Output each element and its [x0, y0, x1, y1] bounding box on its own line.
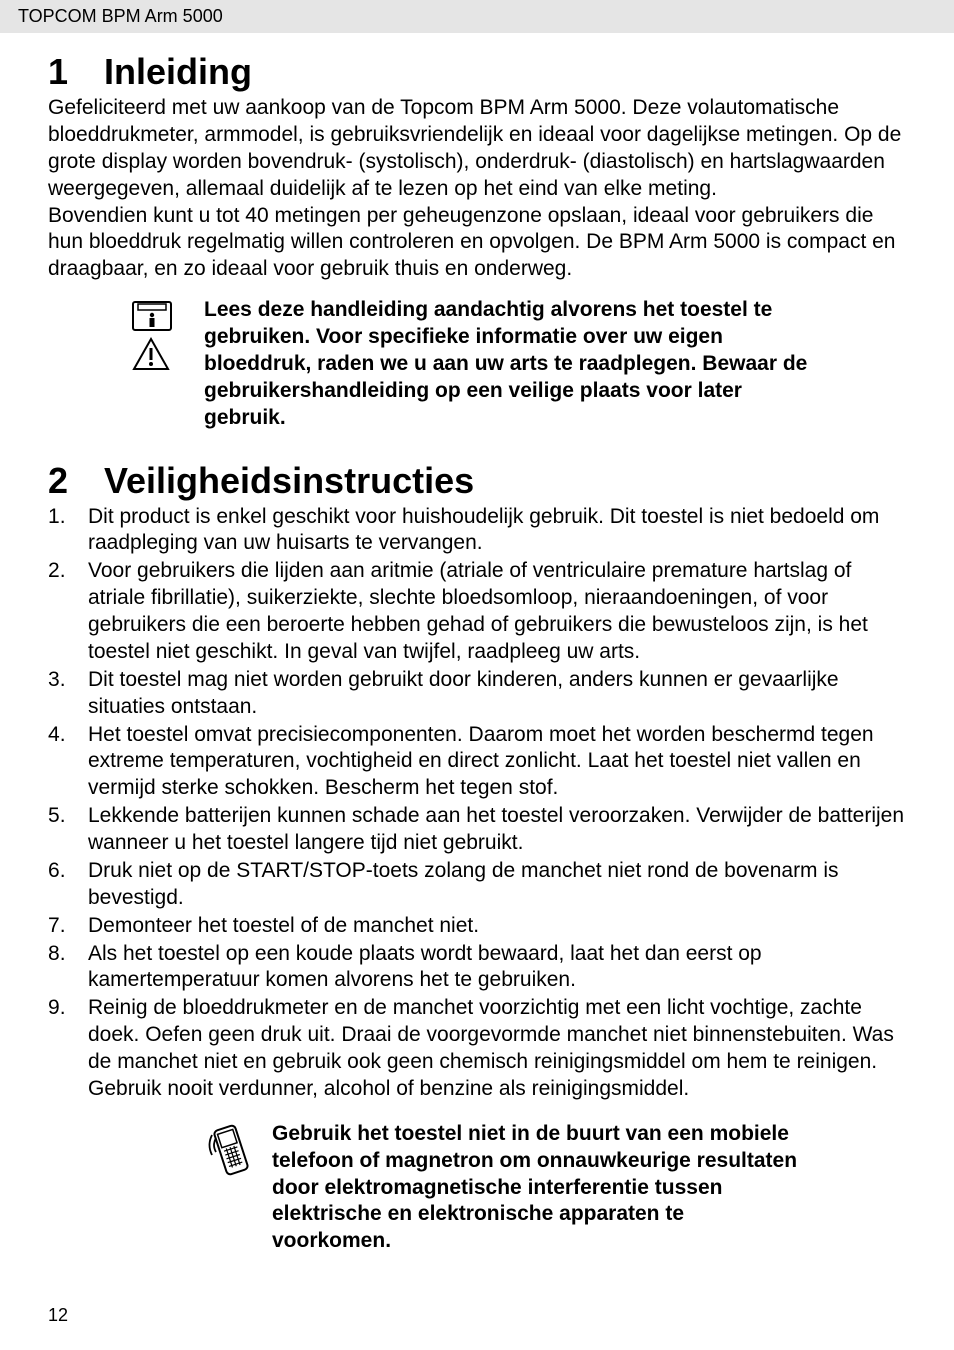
section1-heading: 1Inleiding — [48, 51, 906, 93]
list-item: Voor gebruikers die lijden aan aritmie (… — [48, 558, 906, 666]
section2-num: 2 — [48, 460, 104, 502]
warning-icon — [132, 337, 170, 371]
safety-list: Dit product is enkel geschikt voor huish… — [48, 504, 906, 1103]
list-item: Dit toestel mag niet worden gebruikt doo… — [48, 667, 906, 721]
section1-num: 1 — [48, 51, 104, 93]
section2-callout: Gebruik het toestel niet in de buurt van… — [48, 1121, 906, 1255]
callout2-icon-wrap — [204, 1121, 258, 1255]
section2-title: Veiligheidsinstructies — [104, 460, 474, 501]
mobile-phone-icon — [204, 1121, 258, 1179]
list-item: Als het toestel op een koude plaats word… — [48, 941, 906, 995]
section1-callout: Lees deze handleiding aandachtig alvoren… — [48, 297, 906, 431]
list-item: Dit product is enkel geschikt voor huish… — [48, 504, 906, 558]
page-number: 12 — [48, 1305, 68, 1326]
section2-heading: 2Veiligheidsinstructies — [48, 460, 906, 502]
list-item: Demonteer het toestel of de manchet niet… — [48, 913, 906, 940]
list-item: Druk niet op de START/STOP-toets zolang … — [48, 858, 906, 912]
section1-title: Inleiding — [104, 51, 252, 92]
header-bar: TOPCOM BPM Arm 5000 — [0, 0, 954, 33]
section2-callout-text: Gebruik het toestel niet in de buurt van… — [258, 1121, 906, 1255]
list-item: Het toestel omvat precisiecomponenten. D… — [48, 722, 906, 803]
product-name: TOPCOM BPM Arm 5000 — [18, 6, 223, 26]
list-item: Reinig de bloeddrukmeter en de manchet v… — [48, 995, 906, 1103]
section1-callout-text: Lees deze handleiding aandachtig alvoren… — [196, 297, 906, 431]
list-item: Lekkende batterijen kunnen schade aan he… — [48, 803, 906, 857]
info-icon — [132, 301, 172, 331]
page-content: 1Inleiding Gefeliciteerd met uw aankoop … — [0, 33, 954, 1255]
section1-paragraph: Gefeliciteerd met uw aankoop van de Topc… — [48, 95, 906, 283]
callout-icons — [132, 297, 196, 431]
